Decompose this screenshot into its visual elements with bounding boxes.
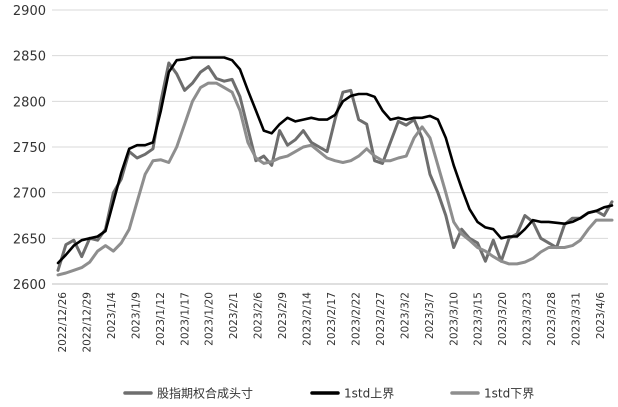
x-tick-label: 2023/2/17 xyxy=(326,292,338,346)
x-tick-label: 2023/2/6 xyxy=(253,292,265,339)
x-tick-label: 2022/12/26 xyxy=(57,292,69,353)
x-tick-label: 2023/1/17 xyxy=(179,292,191,346)
series-line-1 xyxy=(56,56,614,265)
x-tick-label: 2023/4/6 xyxy=(595,292,607,339)
series-line-0 xyxy=(56,61,614,272)
x-tick-label: 2023/3/20 xyxy=(497,292,509,346)
y-tick-label: 2700 xyxy=(13,187,46,202)
x-tick-label: 2023/2/14 xyxy=(302,292,314,346)
legend-label-2: 1std下界 xyxy=(484,387,534,401)
y-tick-label: 2900 xyxy=(13,4,46,19)
x-tick-label: 2023/2/22 xyxy=(350,292,362,346)
x-tick-label: 2023/1/20 xyxy=(204,292,216,346)
x-axis-ticks: 2022/12/26 2022/12/29 2023/1/4 2023/1/9 2023… xyxy=(57,292,607,353)
legend-label-0: 股指期权合成头寸 xyxy=(157,386,253,401)
gridlines xyxy=(52,9,608,239)
y-tick-label: 2650 xyxy=(13,232,46,247)
x-tick-label: 2023/3/23 xyxy=(522,292,534,346)
y-tick-label: 2600 xyxy=(13,278,46,293)
x-tick-label: 2023/3/10 xyxy=(448,292,460,346)
x-tick-label: 2023/3/7 xyxy=(424,292,436,339)
x-tick-label: 2023/2/27 xyxy=(375,292,387,346)
x-tick-label: 2023/3/28 xyxy=(546,292,558,346)
x-tick-label: 2023/3/2 xyxy=(399,292,411,339)
series-line-2 xyxy=(56,81,614,277)
x-tick-label: 2023/3/15 xyxy=(473,292,485,346)
x-tick-label: 2023/2/1 xyxy=(228,292,240,339)
y-axis-ticks: 2600 2650 2700 2750 2800 2850 2900 xyxy=(13,4,46,293)
y-tick-label: 2800 xyxy=(13,95,46,110)
y-tick-label: 2750 xyxy=(13,141,46,156)
legend: 股指期权合成头寸 1std上界 1std下界 xyxy=(123,386,534,401)
y-tick-label: 2850 xyxy=(13,50,46,65)
x-tick-label: 2023/2/9 xyxy=(277,292,289,339)
legend-label-1: 1std上界 xyxy=(344,387,394,401)
series-lines xyxy=(56,56,614,277)
x-tick-label: 2023/3/31 xyxy=(571,292,583,346)
x-tick-label: 2023/1/12 xyxy=(155,292,167,346)
x-tick-label: 2023/1/9 xyxy=(130,292,142,339)
x-tick-label: 2022/12/29 xyxy=(81,292,93,353)
x-tick-label: 2023/1/4 xyxy=(106,292,118,339)
